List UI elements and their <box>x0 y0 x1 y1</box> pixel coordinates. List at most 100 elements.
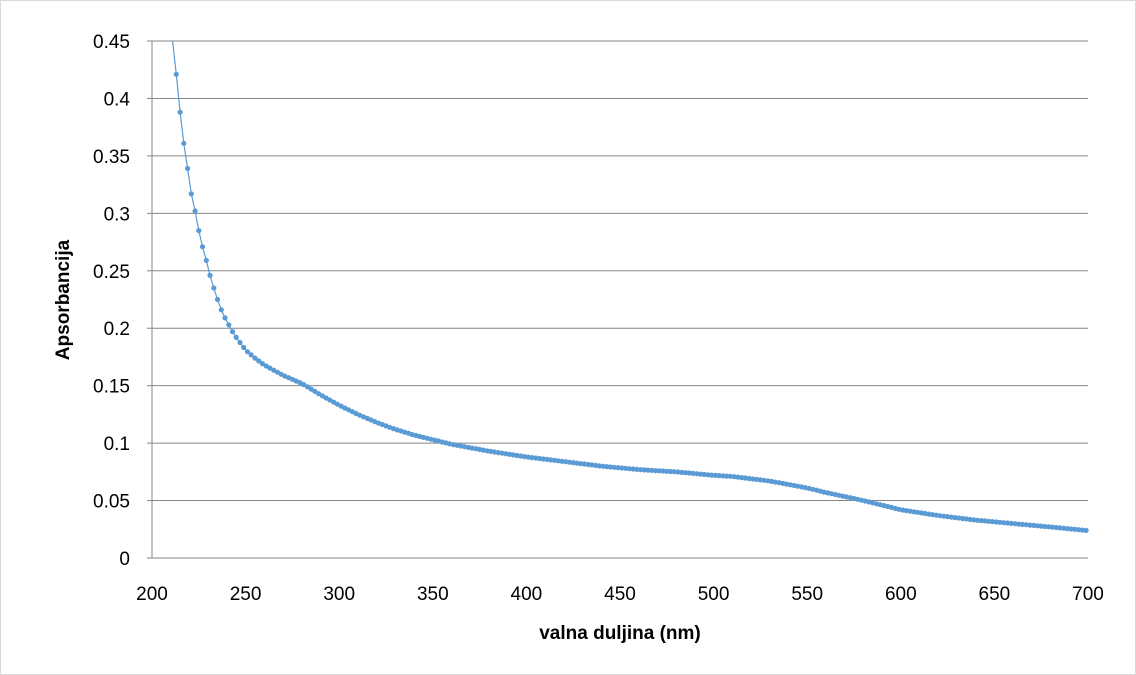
x-tick-label-7: 550 <box>791 584 823 605</box>
data-point-120 <box>623 465 629 471</box>
y-tick-label-3: 0.15 <box>93 377 130 398</box>
data-point-21 <box>252 355 258 361</box>
data-point-107 <box>574 460 580 466</box>
data-point-6 <box>196 228 202 234</box>
data-point-154 <box>750 476 756 482</box>
y-tick-label-7: 0.35 <box>93 147 130 168</box>
x-tick-label-8: 600 <box>885 584 917 605</box>
data-point-207 <box>948 514 954 520</box>
x-tick-label-1: 250 <box>230 584 262 605</box>
data-point-132 <box>667 468 674 475</box>
data-point-1 <box>177 109 183 115</box>
data-point-10 <box>211 285 217 291</box>
data-point-111 <box>589 462 595 468</box>
data-point-41 <box>327 397 333 403</box>
data-point-9 <box>207 272 213 278</box>
data-point-38 <box>316 391 322 397</box>
data-point-124 <box>638 467 644 473</box>
y-tick-label-9: 0.45 <box>93 32 130 53</box>
series-absorbance <box>172 40 1089 534</box>
data-point-0 <box>173 71 179 77</box>
data-point-129 <box>656 468 662 474</box>
data-point-34 <box>301 381 307 388</box>
series-line <box>172 40 1087 531</box>
data-point-126 <box>645 467 651 473</box>
data-point-147 <box>724 473 730 479</box>
data-point-223 <box>1008 520 1014 527</box>
y-tick-label-4: 0.2 <box>104 319 130 340</box>
data-point-143 <box>709 472 715 478</box>
y-tick-label-8: 0.4 <box>104 89 131 110</box>
data-point-12 <box>218 307 224 313</box>
data-point-242 <box>1079 527 1085 533</box>
data-point-239 <box>1068 526 1074 532</box>
data-point-13 <box>222 315 228 321</box>
data-point-131 <box>664 468 670 474</box>
data-point-116 <box>608 464 614 470</box>
data-point-27 <box>274 369 280 375</box>
x-axis-title: valna duljina (nm) <box>539 623 701 644</box>
data-point-128 <box>653 468 659 474</box>
data-point-236 <box>1057 525 1063 531</box>
data-point-109 <box>581 461 588 467</box>
x-tick-label-3: 350 <box>417 584 449 605</box>
data-point-17 <box>237 339 243 346</box>
grid-lines <box>152 40 1088 502</box>
data-point-100 <box>548 457 554 463</box>
data-point-102 <box>555 458 561 464</box>
data-point-204 <box>937 513 943 519</box>
data-point-125 <box>641 467 647 473</box>
data-point-91 <box>514 452 520 459</box>
data-point-15 <box>229 329 236 335</box>
data-point-25 <box>267 365 273 371</box>
data-point-93 <box>521 454 528 460</box>
data-point-16 <box>233 334 239 340</box>
x-tick-label-9: 650 <box>979 584 1011 605</box>
data-point-220 <box>997 519 1003 525</box>
x-tick-label-6: 500 <box>698 584 730 605</box>
data-point-232 <box>1042 523 1048 530</box>
data-point-2 <box>181 140 187 146</box>
data-point-138 <box>690 470 696 476</box>
data-point-22 <box>256 358 262 364</box>
data-point-20 <box>248 352 254 358</box>
data-point-36 <box>308 386 314 392</box>
data-point-209 <box>956 515 962 521</box>
y-tick-label-5: 0.25 <box>93 262 130 283</box>
data-point-218 <box>989 519 996 525</box>
data-point-18 <box>241 344 247 351</box>
data-point-118 <box>615 465 621 471</box>
data-point-241 <box>1076 527 1082 533</box>
data-point-213 <box>971 517 977 523</box>
data-point-8 <box>203 257 209 263</box>
x-tick-label-5: 450 <box>604 584 636 605</box>
data-point-127 <box>649 467 655 473</box>
data-point-229 <box>1031 522 1037 529</box>
x-tick-label-2: 300 <box>323 584 355 605</box>
data-point-35 <box>304 384 310 390</box>
data-point-113 <box>596 463 603 469</box>
data-point-134 <box>675 469 681 475</box>
data-point-234 <box>1049 524 1055 530</box>
y-axis-title: Apsorbancija <box>53 239 74 360</box>
data-point-4 <box>188 191 194 197</box>
y-tick-label-6: 0.3 <box>104 204 130 225</box>
data-point-141 <box>701 471 707 477</box>
data-point-146 <box>720 473 726 479</box>
data-point-225 <box>1016 521 1022 527</box>
data-point-148 <box>727 473 734 479</box>
x-tick-label-0: 200 <box>136 584 168 605</box>
data-point-145 <box>716 473 722 479</box>
data-point-216 <box>982 518 988 524</box>
data-point-211 <box>963 516 969 522</box>
data-point-136 <box>682 470 689 476</box>
data-point-157 <box>761 477 767 483</box>
y-tick-label-2: 0.1 <box>104 434 130 455</box>
data-point-123 <box>634 466 640 472</box>
y-tick-label-1: 0.05 <box>93 492 130 513</box>
x-tick-label-4: 400 <box>511 584 543 605</box>
data-point-19 <box>244 349 251 355</box>
data-point-5 <box>192 208 198 214</box>
